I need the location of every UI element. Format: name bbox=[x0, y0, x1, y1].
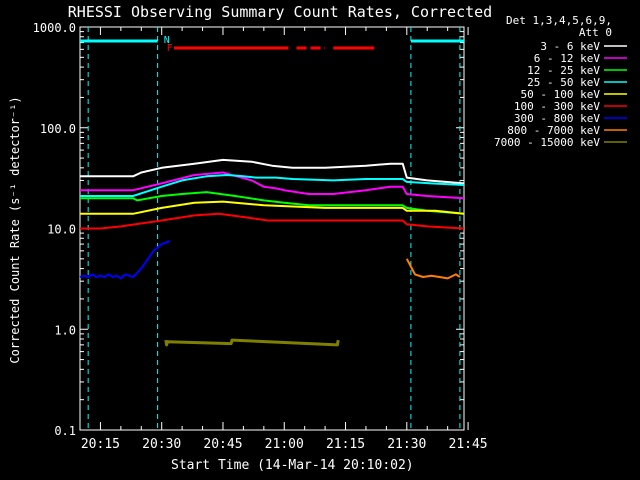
series-line-8 bbox=[164, 338, 340, 347]
x-axis-label: Start Time (14-Mar-14 20:10:02) bbox=[171, 458, 414, 473]
series-line-3 bbox=[80, 174, 465, 197]
y-tick-label: 1.0 bbox=[54, 323, 76, 337]
legend-label: 50 - 100 keV bbox=[521, 88, 601, 101]
legend-label: 25 - 50 keV bbox=[527, 76, 600, 89]
night-flag-label: N bbox=[164, 35, 170, 46]
y-tick-label: 1000.0 bbox=[33, 21, 76, 35]
series-line-1 bbox=[80, 171, 465, 200]
x-tick-label: 20:15 bbox=[81, 437, 120, 452]
legend-label: 12 - 25 keV bbox=[527, 64, 600, 77]
y-tick-label: 10.0 bbox=[47, 223, 76, 237]
legend-label: 100 - 300 keV bbox=[514, 100, 600, 113]
y-tick-label: 0.1 bbox=[54, 424, 76, 438]
legend-header: Det 1,3,4,5,6,9, bbox=[506, 14, 612, 27]
chart-title: RHESSI Observing Summary Count Rates, Co… bbox=[68, 3, 492, 21]
y-axis-label: Corrected Count Rate (s⁻¹ detector⁻¹) bbox=[8, 96, 22, 363]
flare-flag-label: F bbox=[167, 43, 173, 54]
x-tick-label: 21:15 bbox=[326, 437, 365, 452]
axes: 0.1 1.0 10.0 100.0 1000.0 20:15 20:30 20:45 21:0… bbox=[33, 21, 488, 452]
x-tick-label: 21:45 bbox=[449, 437, 488, 452]
x-tick-label: 21:00 bbox=[265, 437, 304, 452]
data-series bbox=[79, 158, 465, 347]
series-line-5 bbox=[80, 212, 465, 230]
legend-label: 6 - 12 keV bbox=[534, 52, 601, 65]
x-tick-label: 20:30 bbox=[142, 437, 181, 452]
legend-label: 3 - 6 keV bbox=[540, 40, 600, 53]
x-tick-label: 21:30 bbox=[387, 437, 426, 452]
legend-label: 800 - 7000 keV bbox=[507, 124, 600, 137]
series-line-7 bbox=[405, 258, 461, 280]
y-tick-label: 100.0 bbox=[40, 122, 76, 136]
legend-label: 300 - 800 keV bbox=[514, 112, 600, 125]
series-line-0 bbox=[80, 158, 465, 185]
legend-header: Att 0 bbox=[579, 26, 612, 39]
series-line-6 bbox=[79, 240, 171, 280]
legend-label: 7000 - 15000 keV bbox=[494, 136, 600, 149]
series-line-2 bbox=[80, 191, 465, 215]
series-line-4 bbox=[80, 200, 465, 215]
x-tick-label: 20:45 bbox=[203, 437, 242, 452]
